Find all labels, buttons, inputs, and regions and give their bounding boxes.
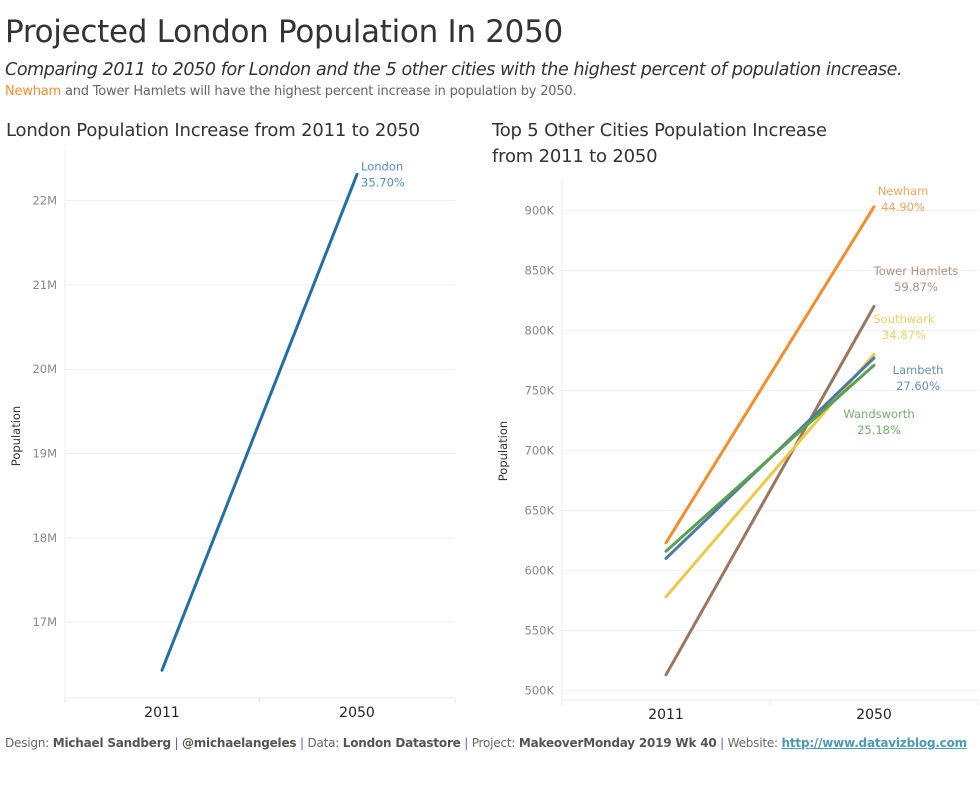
y-tick-label: 700K (525, 443, 555, 457)
y-tick-label: 850K (525, 263, 555, 277)
footer-separator: | (174, 736, 179, 750)
footer-website-link[interactable]: http://www.datavizblog.com (781, 736, 968, 750)
footer-data-source: London Datastore (342, 736, 461, 750)
series-line-london (160, 172, 359, 672)
y-tick-label: 17M (32, 615, 57, 629)
x-tick-label: 2011 (648, 707, 684, 723)
dashboard-subtitle: Comparing 2011 to 2050 for London and th… (5, 60, 903, 80)
series-line-wandsworth (664, 363, 876, 553)
series-name-label: Southwark (873, 312, 935, 326)
series-percent-label: 44.90% (881, 200, 925, 214)
series-percent-label: 35.70% (361, 175, 405, 189)
y-tick-label: 650K (525, 503, 555, 517)
y-tick-label: 550K (525, 623, 555, 637)
footer-designer: Michael Sandberg (52, 736, 171, 750)
cities-chart-title-line2: from 2011 to 2050 (492, 146, 658, 167)
london-chart: 17M 18M 19M 20M 21M 22M Population 2011 2050 Lond… (9, 150, 456, 721)
london-chart-title: London Population Increase from 2011 to … (6, 120, 420, 141)
series-percent-label: 27.60% (896, 379, 940, 393)
y-tick-label: 800K (525, 323, 555, 337)
footer-handle: @michaelangeles (181, 736, 297, 750)
y-tick-label: 600K (525, 563, 555, 577)
cities-chart-title-line1: Top 5 Other Cities Population Increase (492, 120, 827, 141)
y-axis-title: Population (496, 421, 510, 481)
y-tick-label: 18M (32, 531, 57, 545)
x-tick-label: 2050 (856, 707, 892, 723)
y-tick-label: 900K (525, 203, 555, 217)
y-tick-label: 22M (32, 194, 57, 208)
y-tick-label: 19M (32, 447, 57, 461)
charts-canvas: 17M 18M 19M 20M 21M 22M Population 2011 2050 Lond… (9, 150, 979, 723)
footer-separator: | (720, 736, 724, 750)
cities-chart-title: Top 5 Other Cities Population Increase f… (492, 118, 827, 170)
series-name-label: London (361, 159, 403, 173)
note-highlight: Newham (5, 84, 62, 99)
footer-project-label: Project: (471, 736, 519, 750)
dashboard-title: Projected London Population In 2050 (5, 14, 563, 50)
footer-project: MakeoverMonday 2019 Wk 40 (518, 736, 717, 750)
footer-separator: | (299, 736, 304, 750)
y-tick-label: 21M (32, 278, 57, 292)
series-name-label: Newham (878, 184, 929, 198)
series-name-label: Lambeth (893, 363, 944, 377)
series-line-newham (664, 205, 876, 545)
footer-separator: | (464, 736, 469, 750)
cities-chart: 500K 550K 600K 650K 700K 750K 800K 850K 900K Popu… (496, 178, 979, 723)
dashboard-note: Newham and Tower Hamlets will have the h… (5, 84, 577, 99)
series-percent-label: 25.18% (857, 423, 901, 437)
footer-website-label: Website: (727, 736, 782, 750)
y-tick-label: 750K (525, 383, 555, 397)
footer-credits: Design: Michael Sandberg | @michaelangel… (5, 736, 967, 750)
x-tick-label: 2011 (144, 705, 180, 721)
series-line-tower-hamlets (664, 304, 876, 677)
series-percent-label: 59.87% (894, 280, 938, 294)
x-tick-label: 2050 (339, 705, 375, 721)
y-tick-label: 500K (525, 683, 555, 697)
y-axis-title: Population (9, 406, 23, 466)
note-text: and Tower Hamlets will have the highest … (61, 84, 577, 99)
y-tick-label: 20M (32, 362, 57, 376)
footer-design-label: Design: (5, 736, 53, 750)
series-name-label: Tower Hamlets (873, 264, 959, 278)
series-percent-label: 34.87% (882, 328, 926, 342)
series-name-label: Wandsworth (843, 407, 914, 421)
footer-data-label: Data: (307, 736, 343, 750)
